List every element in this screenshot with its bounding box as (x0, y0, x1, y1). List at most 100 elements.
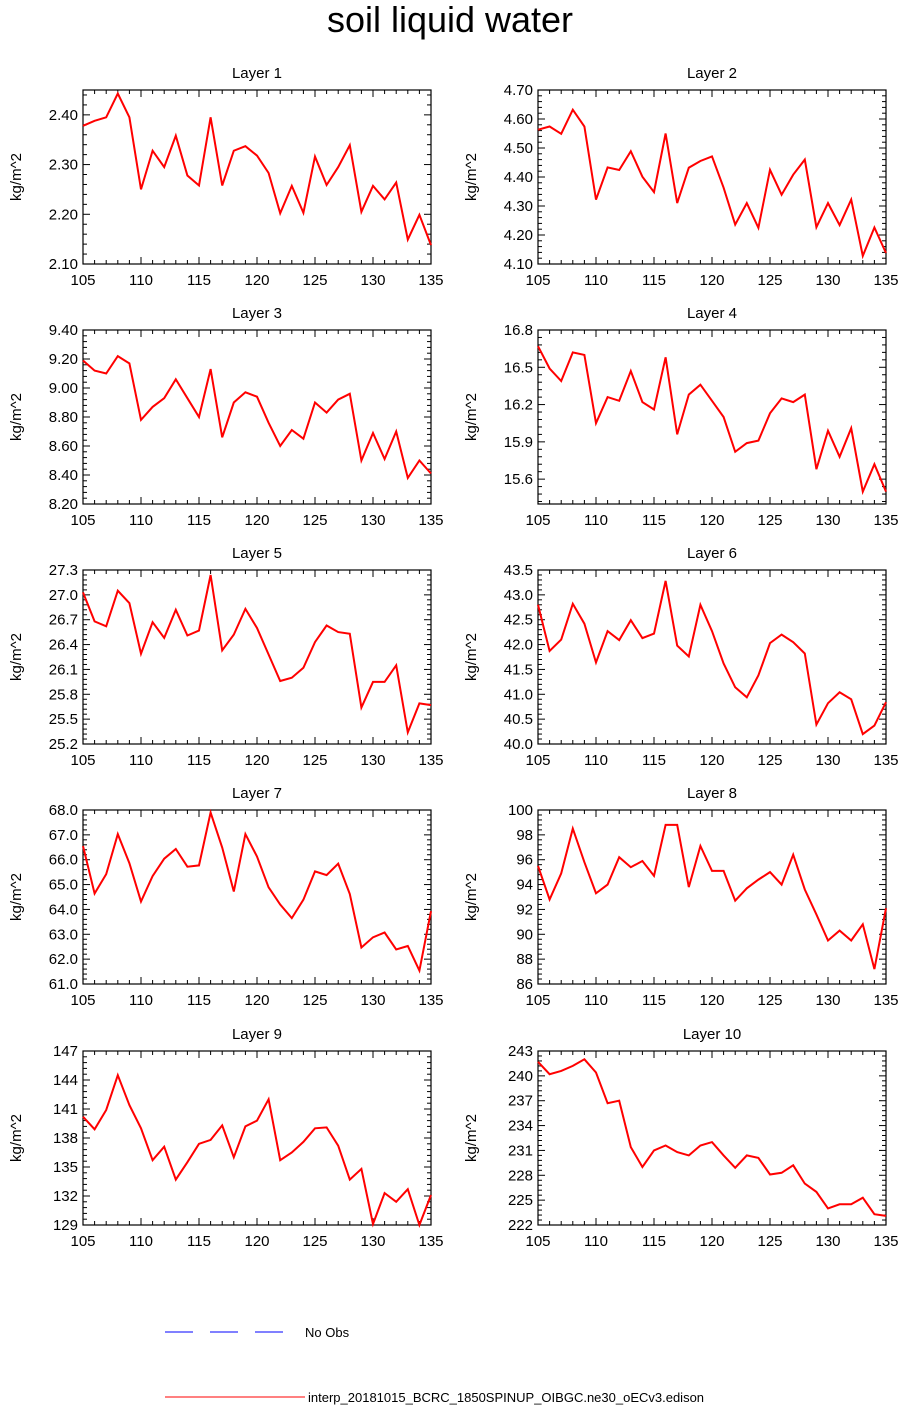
y-tick-label: 88 (516, 951, 533, 968)
x-tick-label: 105 (525, 752, 550, 769)
panel-title: Layer 5 (232, 545, 282, 562)
x-tick-label: 110 (129, 992, 153, 1009)
y-tick-label: 129 (53, 1217, 78, 1234)
y-tick-label: 225 (508, 1192, 533, 1209)
y-tick-label: 9.40 (49, 322, 78, 339)
x-tick-label: 125 (757, 512, 782, 529)
series-line (82, 1072, 432, 1228)
y-tick-label: 237 (508, 1093, 533, 1110)
x-tick-label: 130 (360, 992, 385, 1009)
x-tick-label: 120 (699, 992, 724, 1009)
chart-panel-3: Layer 3 105 110 115 120 125 130 135 8.20 8.40 8.60… (8, 305, 444, 529)
legend-no-obs-label: No Obs (305, 1325, 350, 1340)
x-tick-label: 110 (584, 752, 608, 769)
panel-title: Layer 8 (687, 785, 737, 802)
y-tick-label: 8.80 (49, 409, 78, 426)
chart-panels: Layer 1 105 110 115 120 125 130 135 2.10 2.20 2.30… (8, 65, 899, 1250)
y-axis-label: kg/m^2 (8, 393, 25, 441)
x-tick-label: 135 (418, 1233, 443, 1250)
plot-frame (82, 89, 432, 265)
panel-title: Layer 7 (232, 785, 282, 802)
series-line (82, 808, 432, 974)
x-tick-label: 130 (815, 752, 840, 769)
x-tick-label: 125 (757, 992, 782, 1009)
x-tick-label: 130 (360, 272, 385, 289)
x-tick-label: 115 (642, 512, 666, 529)
y-tick-label: 98 (516, 827, 533, 844)
chart-panel-4: Layer 4 105 110 115 120 125 130 135 15.6 15.9 16.2… (463, 305, 899, 529)
x-tick-label: 110 (584, 992, 608, 1009)
x-tick-label: 130 (360, 512, 385, 529)
x-tick-label: 130 (815, 1233, 840, 1250)
y-tick-label: 138 (53, 1130, 78, 1147)
y-tick-label: 141 (53, 1101, 78, 1118)
panel-title: Layer 6 (687, 545, 737, 562)
x-tick-label: 135 (873, 512, 898, 529)
plot-frame (537, 809, 887, 985)
x-tick-label: 125 (302, 752, 327, 769)
chart-panel-10: Layer 10 105 110 115 120 125 130 135 222 225 228 23… (463, 1026, 899, 1250)
x-tick-label: 110 (584, 512, 608, 529)
x-tick-label: 120 (244, 752, 269, 769)
plot-frame (82, 569, 432, 745)
y-tick-label: 62.0 (49, 951, 78, 968)
chart-panel-8: Layer 8 105 110 115 120 125 130 135 86 88 90 92 94 96… (463, 785, 899, 1009)
x-tick-label: 120 (244, 1233, 269, 1250)
x-tick-label: 115 (187, 992, 211, 1009)
panel-title: Layer 4 (687, 305, 737, 322)
x-tick-label: 120 (699, 512, 724, 529)
y-tick-label: 15.6 (504, 471, 533, 488)
panel-title: Layer 10 (683, 1026, 741, 1043)
x-tick-label: 130 (815, 512, 840, 529)
y-axis-label: kg/m^2 (8, 633, 25, 681)
y-tick-label: 147 (53, 1043, 78, 1060)
x-tick-label: 135 (418, 992, 443, 1009)
y-tick-label: 2.10 (49, 256, 78, 273)
x-tick-label: 110 (129, 1233, 153, 1250)
plot-frame (537, 89, 887, 265)
x-tick-label: 125 (302, 1233, 327, 1250)
y-tick-label: 8.20 (49, 496, 78, 513)
x-tick-label: 115 (642, 272, 666, 289)
chart-panel-9: Layer 9 105 110 115 120 125 130 135 129 132 135 138… (8, 1026, 444, 1250)
x-tick-label: 135 (873, 272, 898, 289)
chart-panel-1: Layer 1 105 110 115 120 125 130 135 2.10 2.20 2.30… (8, 65, 444, 289)
y-tick-label: 15.9 (504, 434, 533, 451)
plot-frame (82, 809, 432, 985)
y-tick-label: 41.0 (504, 686, 533, 703)
y-tick-label: 90 (516, 926, 533, 943)
y-axis-label: kg/m^2 (463, 873, 480, 921)
y-tick-label: 144 (53, 1072, 78, 1089)
y-tick-label: 100 (508, 802, 533, 819)
x-tick-label: 125 (302, 272, 327, 289)
y-tick-label: 43.5 (504, 562, 533, 579)
x-tick-label: 110 (129, 752, 153, 769)
series-line (537, 580, 887, 736)
series-line (82, 91, 432, 246)
series-line (537, 107, 887, 260)
x-tick-label: 110 (584, 1233, 608, 1250)
panel-title: Layer 1 (232, 65, 282, 82)
y-axis-label: kg/m^2 (8, 1114, 25, 1162)
y-axis-label: kg/m^2 (8, 153, 25, 201)
x-tick-label: 105 (70, 512, 95, 529)
y-tick-label: 4.40 (504, 169, 533, 186)
y-axis-label: kg/m^2 (463, 153, 480, 201)
plot-frame (537, 329, 887, 505)
x-tick-label: 130 (815, 272, 840, 289)
x-tick-label: 115 (187, 272, 211, 289)
y-tick-label: 40.0 (504, 736, 533, 753)
y-tick-label: 25.8 (49, 686, 78, 703)
legend: No Obs interp_20181015_BCRC_1850SPINUP_O… (165, 1325, 704, 1405)
x-tick-label: 115 (187, 512, 211, 529)
plot-frame (82, 329, 432, 505)
y-tick-label: 222 (508, 1217, 533, 1234)
x-tick-label: 115 (187, 752, 211, 769)
x-tick-label: 120 (244, 272, 269, 289)
y-tick-label: 243 (508, 1043, 533, 1060)
x-tick-label: 115 (642, 1233, 666, 1250)
x-tick-label: 105 (70, 1233, 95, 1250)
y-tick-label: 4.30 (504, 198, 533, 215)
y-tick-label: 26.7 (49, 612, 78, 629)
